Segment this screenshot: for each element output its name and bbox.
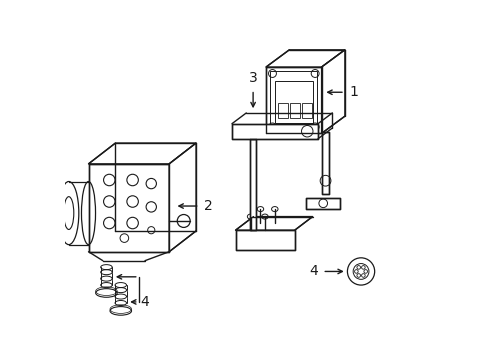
Polygon shape	[231, 124, 317, 139]
Polygon shape	[169, 143, 196, 252]
Polygon shape	[265, 50, 344, 67]
Bar	[270, 71, 317, 129]
Text: 2: 2	[203, 199, 212, 213]
Text: 4: 4	[308, 265, 317, 278]
Bar	[274, 81, 312, 123]
Polygon shape	[249, 139, 256, 230]
Polygon shape	[322, 132, 328, 194]
Polygon shape	[88, 143, 196, 164]
Text: 4: 4	[140, 295, 149, 309]
Bar	[289, 103, 300, 118]
Polygon shape	[265, 67, 321, 134]
Text: 1: 1	[348, 85, 357, 99]
Bar	[277, 103, 287, 118]
Text: 3: 3	[248, 71, 257, 85]
Polygon shape	[321, 50, 344, 134]
Polygon shape	[88, 164, 169, 252]
Polygon shape	[305, 198, 340, 209]
Bar	[302, 103, 312, 118]
Polygon shape	[235, 217, 312, 230]
Polygon shape	[235, 230, 294, 250]
